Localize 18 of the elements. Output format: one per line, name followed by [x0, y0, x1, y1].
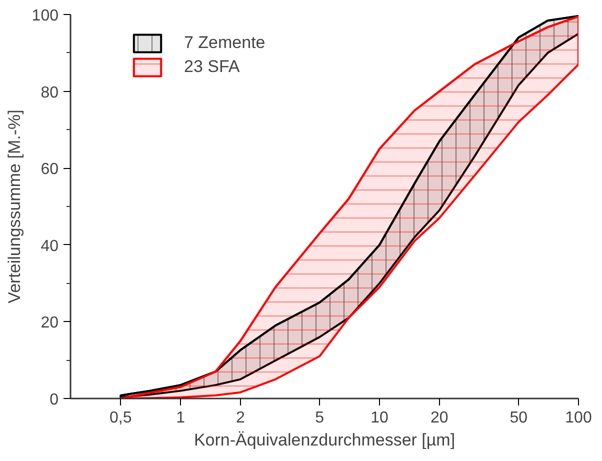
x-tick-label: 0,5	[109, 410, 132, 426]
y-tick-label: 0	[50, 392, 59, 408]
y-tick-label: 20	[40, 314, 59, 332]
x-tick-label: 1	[176, 410, 186, 426]
y-tick-label: 40	[40, 238, 59, 255]
y-tick-label: 80	[40, 84, 59, 102]
y-tick-label: 60	[40, 161, 59, 178]
legend-label: 23 SFA	[184, 57, 240, 77]
x-tick-label: 20	[430, 410, 448, 426]
x-tick-label: 5	[315, 410, 324, 426]
legend-label: 7 Zemente	[184, 33, 266, 53]
y-tick-label: 100	[32, 8, 59, 24]
x-tick-label: 100	[565, 410, 592, 426]
y-axis-title: Verteilungssumme [M.-%]	[4, 110, 24, 304]
x-tick-label: 10	[370, 410, 389, 426]
x-axis-title: Korn-Äquivalenzdurchmesser [µm]	[194, 430, 456, 450]
x-tick-label: 2	[236, 410, 245, 426]
x-tick-label: 50	[510, 410, 528, 426]
